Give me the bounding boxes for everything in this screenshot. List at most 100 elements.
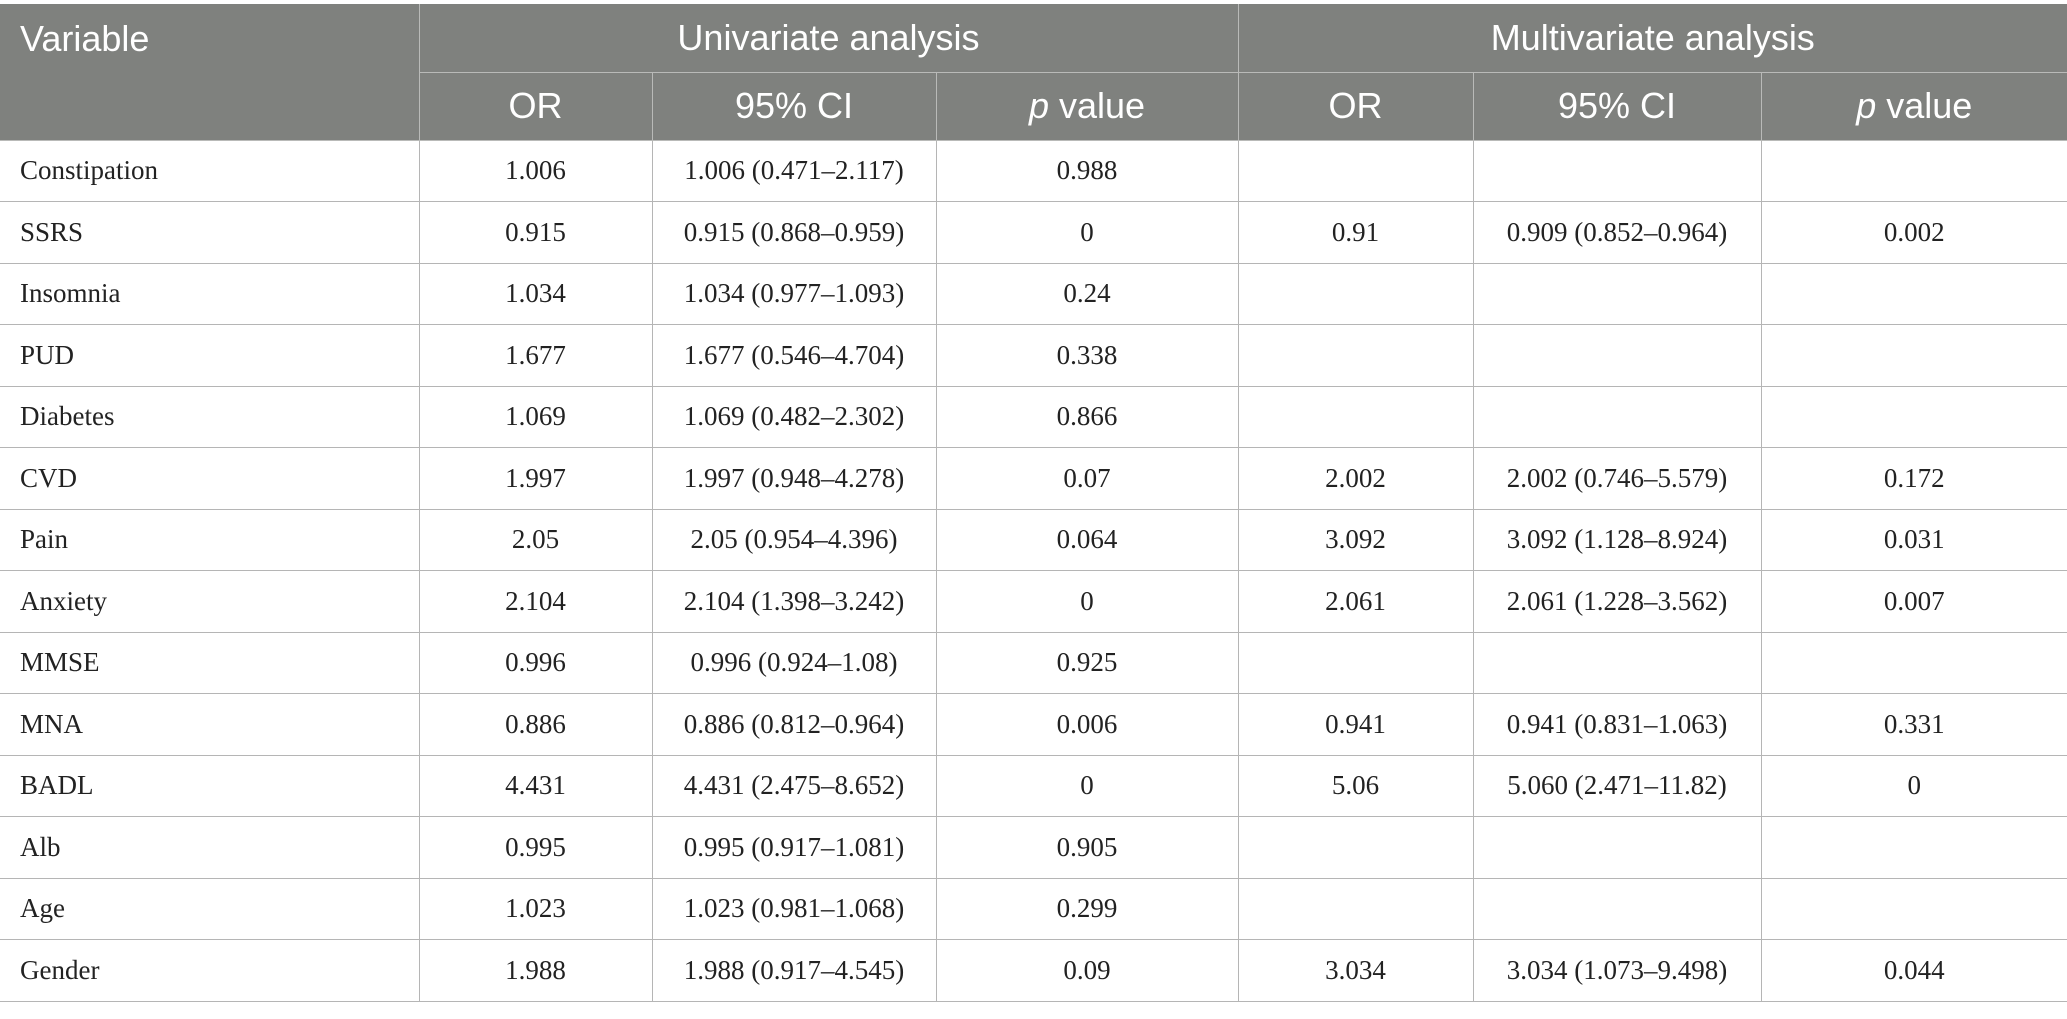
- variable-cell: Pain: [0, 509, 420, 571]
- variable-cell: BADL: [0, 755, 420, 817]
- multivariate-p-cell: 0.007: [1761, 570, 2067, 633]
- multivariate-p-cell: [1761, 632, 2067, 694]
- multivariate-ci-cell: [1473, 878, 1762, 940]
- multivariate-p-cell: [1761, 816, 2067, 879]
- multivariate-or-cell: [1238, 263, 1474, 325]
- variable-cell: CVD: [0, 447, 420, 510]
- variable-cell: Alb: [0, 816, 420, 879]
- univariate-ci-header: 95% CI: [652, 72, 937, 141]
- table-row: MMSE 0.996 0.996 (0.924–1.08) 0.925: [0, 632, 2067, 694]
- univariate-p-header: p value: [936, 72, 1239, 141]
- univariate-ci-cell: 4.431 (2.475–8.652): [652, 755, 937, 817]
- univariate-p-cell: 0.925: [936, 632, 1239, 694]
- multivariate-or-cell: [1238, 816, 1474, 879]
- table-row: Anxiety 2.104 2.104 (1.398–3.242) 0 2.06…: [0, 570, 2067, 633]
- results-table: Variable Univariate analysis Multivariat…: [0, 4, 2067, 1002]
- variable-cell: SSRS: [0, 201, 420, 264]
- multivariate-ci-cell: 0.941 (0.831–1.063): [1473, 693, 1762, 756]
- univariate-ci-cell: 1.006 (0.471–2.117): [652, 140, 937, 202]
- multivariate-ci-cell: [1473, 632, 1762, 694]
- univariate-p-cell: 0.24: [936, 263, 1239, 325]
- multivariate-ci-header: 95% CI: [1473, 72, 1762, 141]
- univariate-ci-cell: 1.997 (0.948–4.278): [652, 447, 937, 510]
- univariate-ci-cell: 1.034 (0.977–1.093): [652, 263, 937, 325]
- multivariate-or-cell: 3.092: [1238, 509, 1474, 571]
- univariate-ci-cell: 2.05 (0.954–4.396): [652, 509, 937, 571]
- univariate-ci-cell: 2.104 (1.398–3.242): [652, 570, 937, 633]
- multivariate-ci-cell: [1473, 324, 1762, 387]
- multivariate-p-cell: 0.002: [1761, 201, 2067, 264]
- multivariate-header: Multivariate analysis: [1238, 4, 2067, 73]
- univariate-or-cell: 1.997: [419, 447, 653, 510]
- variable-cell: Gender: [0, 939, 420, 1002]
- multivariate-p-cell: [1761, 386, 2067, 448]
- multivariate-ci-cell: 3.092 (1.128–8.924): [1473, 509, 1762, 571]
- univariate-or-cell: 1.023: [419, 878, 653, 940]
- univariate-or-cell: 0.915: [419, 201, 653, 264]
- univariate-p-cell: 0.09: [936, 939, 1239, 1002]
- univariate-or-cell: 1.677: [419, 324, 653, 387]
- univariate-ci-cell: 0.995 (0.917–1.081): [652, 816, 937, 879]
- univariate-or-cell: 1.006: [419, 140, 653, 202]
- table-row: MNA 0.886 0.886 (0.812–0.964) 0.006 0.94…: [0, 693, 2067, 756]
- variable-cell: MNA: [0, 693, 420, 756]
- multivariate-p-cell: [1761, 140, 2067, 202]
- table-row: SSRS 0.915 0.915 (0.868–0.959) 0 0.91 0.…: [0, 201, 2067, 264]
- univariate-p-cell: 0: [936, 570, 1239, 633]
- variable-header: Variable: [0, 4, 420, 141]
- univariate-or-cell: 0.995: [419, 816, 653, 879]
- univariate-or-cell: 1.988: [419, 939, 653, 1002]
- multivariate-or-cell: 2.002: [1238, 447, 1474, 510]
- multivariate-or-cell: [1238, 324, 1474, 387]
- univariate-ci-cell: 1.069 (0.482–2.302): [652, 386, 937, 448]
- multivariate-ci-cell: 5.060 (2.471–11.82): [1473, 755, 1762, 817]
- multivariate-p-cell: [1761, 324, 2067, 387]
- univariate-p-cell: 0.064: [936, 509, 1239, 571]
- p-suffix: value: [1876, 85, 1973, 126]
- header-row-columns: OR 95% CI p value OR 95% CI p value: [0, 72, 2067, 141]
- multivariate-ci-cell: [1473, 816, 1762, 879]
- header-row-groups: Variable Univariate analysis Multivariat…: [0, 4, 2067, 141]
- multivariate-ci-cell: 2.061 (1.228–3.562): [1473, 570, 1762, 633]
- table-row: Alb 0.995 0.995 (0.917–1.081) 0.905: [0, 816, 2067, 879]
- univariate-or-cell: 1.034: [419, 263, 653, 325]
- p-suffix: value: [1048, 85, 1146, 126]
- univariate-or-cell: 0.886: [419, 693, 653, 756]
- multivariate-p-cell: [1761, 263, 2067, 325]
- multivariate-p-cell: 0.331: [1761, 693, 2067, 756]
- multivariate-ci-cell: [1473, 386, 1762, 448]
- univariate-p-cell: 0: [936, 201, 1239, 264]
- multivariate-or-cell: 0.91: [1238, 201, 1474, 264]
- univariate-p-cell: 0.338: [936, 324, 1239, 387]
- univariate-p-cell: 0.905: [936, 816, 1239, 879]
- multivariate-or-cell: [1238, 632, 1474, 694]
- variable-cell: Constipation: [0, 140, 420, 202]
- univariate-ci-cell: 1.988 (0.917–4.545): [652, 939, 937, 1002]
- multivariate-or-cell: 3.034: [1238, 939, 1474, 1002]
- table-row: Age 1.023 1.023 (0.981–1.068) 0.299: [0, 878, 2067, 940]
- univariate-ci-cell: 0.915 (0.868–0.959): [652, 201, 937, 264]
- multivariate-p-header: p value: [1761, 72, 2067, 141]
- multivariate-ci-cell: [1473, 263, 1762, 325]
- table-header: Variable Univariate analysis Multivariat…: [0, 4, 2067, 141]
- variable-cell: Anxiety: [0, 570, 420, 633]
- univariate-ci-cell: 0.886 (0.812–0.964): [652, 693, 937, 756]
- multivariate-or-header: OR: [1238, 72, 1474, 141]
- multivariate-or-cell: 5.06: [1238, 755, 1474, 817]
- multivariate-ci-cell: 0.909 (0.852–0.964): [1473, 201, 1762, 264]
- table-row: Pain 2.05 2.05 (0.954–4.396) 0.064 3.092…: [0, 509, 2067, 571]
- multivariate-ci-cell: [1473, 140, 1762, 202]
- univariate-p-cell: 0.07: [936, 447, 1239, 510]
- multivariate-or-cell: [1238, 386, 1474, 448]
- table-row: Gender 1.988 1.988 (0.917–4.545) 0.09 3.…: [0, 939, 2067, 1002]
- table-row: BADL 4.431 4.431 (2.475–8.652) 0 5.06 5.…: [0, 755, 2067, 817]
- multivariate-or-cell: 2.061: [1238, 570, 1474, 633]
- univariate-or-cell: 2.104: [419, 570, 653, 633]
- multivariate-p-cell: 0.031: [1761, 509, 2067, 571]
- multivariate-p-cell: [1761, 878, 2067, 940]
- multivariate-or-cell: [1238, 878, 1474, 940]
- variable-cell: Age: [0, 878, 420, 940]
- table-row: CVD 1.997 1.997 (0.948–4.278) 0.07 2.002…: [0, 447, 2067, 510]
- variable-cell: MMSE: [0, 632, 420, 694]
- univariate-p-cell: 0.006: [936, 693, 1239, 756]
